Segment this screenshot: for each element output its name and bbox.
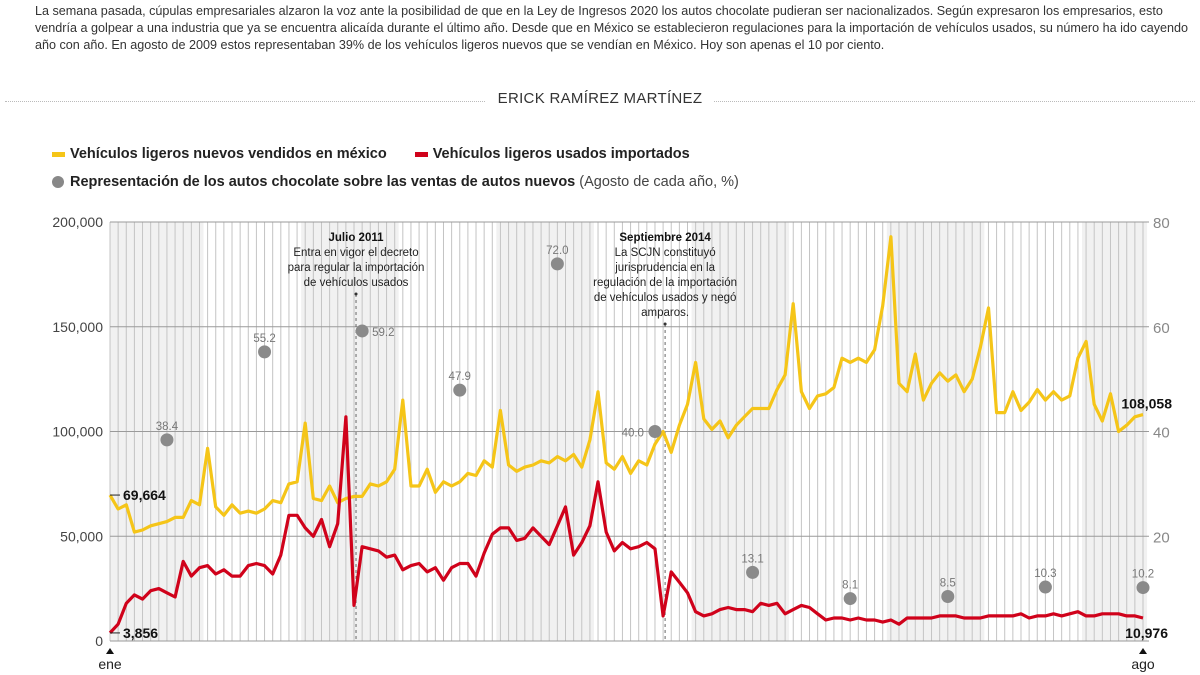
x-label-end: ago xyxy=(1131,656,1155,672)
start-marker-icon xyxy=(106,648,114,654)
share-point-label: 40.0 xyxy=(622,428,644,440)
legend-label-share: Representación de los autos chocolate so… xyxy=(70,174,576,190)
share-point xyxy=(160,433,174,447)
right-tick-label: 80 xyxy=(1153,215,1170,232)
share-point-label: 8.1 xyxy=(842,580,858,592)
share-point xyxy=(843,592,857,606)
share-point xyxy=(746,565,760,579)
legend-label-new: Vehículos ligeros nuevos vendidos en méx… xyxy=(70,146,387,162)
right-tick-label: 40 xyxy=(1153,425,1170,442)
series-lines xyxy=(108,235,1144,634)
left-tick-label: 200,000 xyxy=(52,214,103,230)
intro-paragraph: La semana pasada, cúpulas empresariales … xyxy=(35,4,1189,52)
right-axis-ticks: 20 40 60 80 xyxy=(1153,215,1170,546)
annotation-text: Entra en vigor el decreto xyxy=(293,247,418,259)
share-point-label: 38.4 xyxy=(156,421,179,433)
share-point-label: 47.9 xyxy=(449,371,471,383)
legend-swatch-new xyxy=(52,151,65,157)
byline: ERICK RAMÍREZ MARTÍNEZ xyxy=(485,90,715,107)
left-tick-label: 0 xyxy=(95,633,103,649)
share-point-label: 10.2 xyxy=(1132,569,1154,581)
legend-note-share: (Agosto de cada año, %) xyxy=(579,174,739,190)
share-point-label: 10.3 xyxy=(1034,568,1056,580)
annotation-title: Julio 2011 xyxy=(329,232,385,244)
annotation-text: de vehículos usados xyxy=(304,277,409,289)
x-label-start: ene xyxy=(98,656,122,672)
share-point xyxy=(648,425,662,438)
x-axis-labels: ene ago xyxy=(98,648,1155,672)
annotation-dot xyxy=(663,322,667,326)
annotation-text: amparos. xyxy=(641,307,689,319)
year-bands xyxy=(110,222,1148,641)
left-axis-ticks: 0 50,000 100,000 150,000 200,000 xyxy=(52,214,103,649)
share-point-label: 59.2 xyxy=(372,327,394,339)
share-point xyxy=(258,345,272,359)
annotation-title: Septiembre 2014 xyxy=(619,232,711,244)
share-point xyxy=(453,383,467,397)
legend-dot-share xyxy=(52,176,64,188)
share-point-label: 13.1 xyxy=(741,553,763,565)
byline-row: ERICK RAMÍREZ MARTÍNEZ xyxy=(0,90,1200,112)
start-label-new: 69,664 xyxy=(123,487,166,503)
share-point xyxy=(1038,580,1052,594)
end-label-used: 10,976 xyxy=(1125,625,1168,641)
right-tick-label: 20 xyxy=(1153,529,1170,546)
left-tick-label: 50,000 xyxy=(60,528,103,544)
annotation-text: La SCJN constituyó xyxy=(615,247,716,259)
share-point xyxy=(355,324,369,338)
share-point xyxy=(1136,581,1150,595)
right-tick-label: 60 xyxy=(1153,320,1170,337)
annotation-text: para regular la importación xyxy=(288,262,425,274)
legend-label-used: Vehículos ligeros usados importados xyxy=(432,146,690,162)
left-tick-label: 150,000 xyxy=(52,319,103,335)
left-tick-label: 100,000 xyxy=(52,424,103,440)
share-point-label: 55.2 xyxy=(253,333,275,345)
series-line-used xyxy=(108,415,1144,634)
start-label-used: 3,856 xyxy=(123,625,158,641)
annotation-text: de vehículos usados y negó xyxy=(594,292,737,304)
legend-row-lines: Vehículos ligeros nuevos vendidos en méx… xyxy=(52,146,690,162)
annotation-text: jurisprudencia en la xyxy=(614,262,715,274)
annotation-dot xyxy=(354,292,358,296)
legend-swatch-used xyxy=(414,151,428,157)
end-label-new: 108,058 xyxy=(1121,396,1172,412)
end-marker-icon xyxy=(1139,648,1147,654)
share-point-label: 72.0 xyxy=(546,245,568,257)
share-point xyxy=(550,257,564,271)
legend-row-share: Representación de los autos chocolate so… xyxy=(52,174,739,190)
share-points: 38.4 55.2 59.2 47.9 72.0 40.0 13.1 8.1 8.5 10.3 10… xyxy=(156,245,1154,606)
share-point xyxy=(941,589,955,603)
share-point-label: 8.5 xyxy=(940,577,956,589)
annotation-text: regulación de la importación xyxy=(593,277,737,289)
end-labels: 69,664 3,856 108,058 10,976 xyxy=(110,396,1172,641)
series-line-new xyxy=(108,235,1144,534)
